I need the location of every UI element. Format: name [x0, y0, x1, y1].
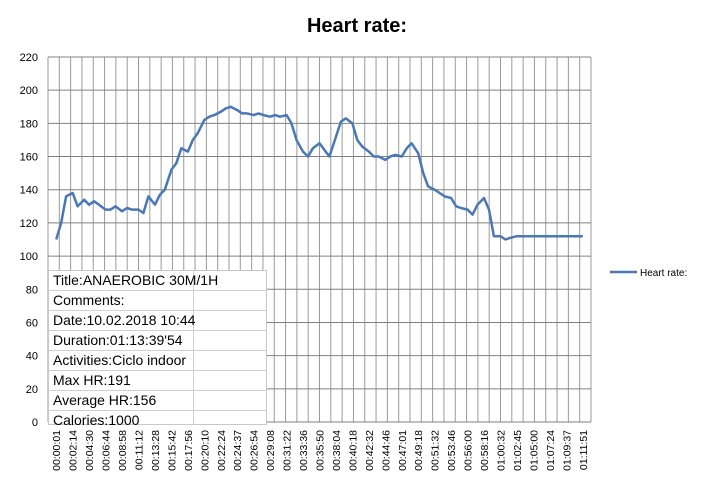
y-tick-label: 160	[20, 152, 38, 164]
y-tick-label: 200	[20, 85, 38, 97]
x-tick-label: 00:06:44	[101, 430, 113, 471]
session-info-box: Title:ANAEROBIC 30M/1H Comments: Date:10…	[48, 270, 267, 428]
x-tick-label: 00:29:08	[265, 430, 277, 471]
y-tick-label: 60	[26, 317, 38, 329]
y-tick-label: 220	[20, 52, 38, 64]
x-tick-label: 00:58:16	[479, 430, 491, 471]
x-tick-label: 00:02:14	[68, 430, 80, 471]
y-tick-label: 40	[26, 351, 38, 363]
x-tick-label: 00:17:56	[183, 430, 195, 471]
y-tick-label: 0	[32, 417, 38, 429]
x-tick-label: 00:04:30	[84, 430, 96, 471]
x-axis-ticks: 00:00:01 00:02:14 00:04:30 00:06:44 00:08:58…	[51, 430, 590, 471]
y-tick-label: 80	[26, 284, 38, 296]
chart-title: Heart rate:	[307, 15, 407, 37]
x-tick-label: 00:11:12	[134, 430, 146, 470]
info-activities: Activities:Ciclo indoor	[49, 351, 266, 371]
y-axis-ticks: 0 20 40 60 80 100 120 140 160 180 200 220	[20, 52, 38, 429]
x-tick-label: 00:56:00	[463, 430, 475, 471]
x-tick-label: 00:15:42	[166, 430, 178, 471]
y-tick-label: 120	[20, 218, 38, 230]
x-tick-label: 00:40:18	[347, 430, 359, 471]
x-tick-label: 01:02:45	[512, 430, 524, 471]
x-tick-label: 00:13:28	[150, 430, 162, 471]
x-tick-label: 00:31:22	[282, 430, 294, 471]
info-title: Title:ANAEROBIC 30M/1H	[49, 271, 266, 291]
x-tick-label: 01:11:51	[578, 430, 590, 470]
x-tick-label: 01:09:37	[561, 430, 573, 471]
x-tick-label: 01:05:00	[528, 430, 540, 471]
info-date: Date:10.02.2018 10:44	[49, 311, 266, 331]
x-tick-label: 00:44:46	[380, 430, 392, 471]
x-tick-label: 00:00:01	[51, 430, 63, 471]
y-tick-label: 100	[20, 251, 38, 263]
x-tick-label: 00:08:58	[117, 430, 129, 471]
x-tick-label: 00:47:01	[397, 430, 409, 471]
x-tick-label: 00:26:54	[249, 430, 261, 471]
info-average-hr: Average HR:156	[49, 391, 266, 411]
y-tick-label: 180	[20, 118, 38, 130]
info-box-divider	[193, 271, 194, 424]
y-tick-label: 140	[20, 185, 38, 197]
x-tick-label: 00:42:32	[364, 430, 376, 471]
x-tick-label: 00:22:24	[216, 430, 228, 471]
x-tick-label: 00:24:37	[232, 430, 244, 471]
x-tick-label: 00:51:32	[430, 430, 442, 471]
x-tick-label: 00:33:36	[298, 430, 310, 471]
y-tick-label: 20	[26, 384, 38, 396]
x-tick-label: 00:20:10	[199, 430, 211, 471]
info-comments: Comments:	[49, 291, 266, 311]
series-line-heart-rate	[55, 105, 583, 241]
x-tick-label: 01:07:24	[545, 430, 557, 471]
x-tick-label: 00:53:46	[446, 430, 458, 471]
info-calories: Calories:1000	[53, 412, 140, 428]
x-tick-label: 01:00:32	[496, 430, 508, 471]
x-tick-label: 00:35:50	[315, 430, 327, 471]
x-tick-label: 00:49:18	[413, 430, 425, 471]
legend-label: Heart rate:	[640, 268, 687, 279]
info-duration: Duration:01:13:39'54	[49, 331, 266, 351]
info-max-hr: Max HR:191	[49, 371, 266, 391]
x-tick-label: 00:38:04	[331, 430, 343, 471]
